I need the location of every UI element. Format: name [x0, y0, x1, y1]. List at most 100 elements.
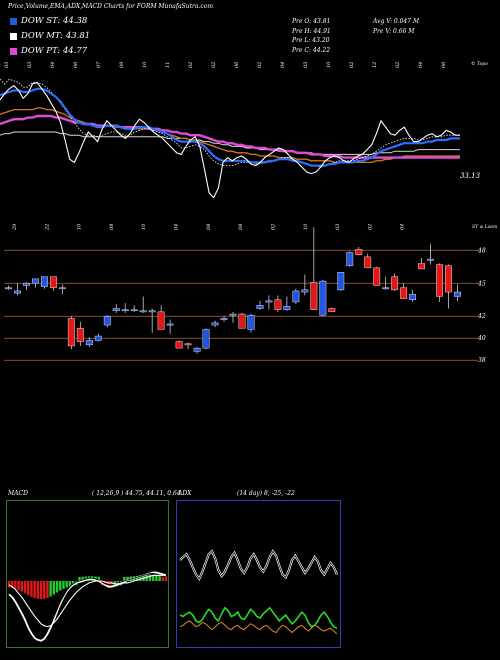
- candle-body: [229, 313, 237, 316]
- stat-close: Pre C: 44.22: [292, 46, 331, 54]
- ema-date-tick: 09: [119, 61, 125, 68]
- candle-body: [220, 318, 228, 320]
- macd-histogram-bar: [126, 576, 129, 581]
- candle-body: [256, 305, 264, 309]
- macd-histogram-bar: [97, 576, 100, 581]
- ema-short-line: [0, 87, 460, 167]
- stats-col-1: Pre O: 43.81 Pre H: 44.91 Pre L: 43.20 P…: [292, 17, 331, 55]
- candle-body: [418, 263, 426, 270]
- legend-item-dow-mt: DOW MT: 43.81: [8, 31, 148, 43]
- candle-body: [364, 256, 372, 269]
- candle-body: [85, 340, 93, 346]
- adx-params: (14 day) 8, -25, -22: [237, 490, 295, 497]
- candle-body: [265, 300, 273, 303]
- candle-body: [202, 329, 210, 349]
- stat-low: Pre L: 43.20: [292, 37, 330, 44]
- ema-panel-top-right-label: © Topo: [471, 62, 488, 67]
- macd-histogram-bar: [107, 581, 110, 586]
- legend-label: DOW PT: 44.77: [21, 46, 88, 56]
- macd-histogram-bar: [7, 581, 11, 588]
- stat-high: Pre H: 44.91: [292, 27, 331, 35]
- candle-body: [121, 309, 129, 312]
- macd-histogram-bar: [158, 575, 161, 581]
- stat-open: Pre O: 43.81: [292, 18, 331, 25]
- macd-histogram-bar: [68, 581, 72, 587]
- candle-body: [238, 313, 246, 329]
- macd-histogram-bar: [43, 581, 46, 599]
- macd-histogram-bar: [81, 576, 84, 581]
- candle-date-tick: 02: [367, 224, 373, 230]
- candle-body: [445, 265, 452, 293]
- stat-avg-volume: Avg V: 0.047 M: [373, 18, 420, 25]
- price-level-label: 38: [478, 357, 486, 364]
- candle-body: [211, 322, 219, 326]
- macd-histogram-bar: [49, 581, 52, 597]
- ema-date-tick: 06: [73, 61, 79, 68]
- macd-params: ( 12,26,9 ) 44.75, 44.11, 0.64: [92, 490, 181, 497]
- ema-date-tick: 10: [142, 61, 148, 68]
- candle-body: [292, 290, 300, 303]
- macd-histogram-bar: [20, 581, 24, 592]
- ema-date-tick: 03: [4, 62, 10, 68]
- candle-body: [247, 314, 255, 330]
- candle-date-tick: 08: [109, 224, 115, 230]
- ema-date-tick: 03: [303, 62, 309, 68]
- candle-date-tick: 10: [77, 223, 83, 230]
- candle-date-tick: 22: [44, 224, 50, 231]
- candle-body: [67, 318, 75, 347]
- ema-price-label: 33.13: [460, 172, 481, 180]
- candle-body: [103, 316, 111, 326]
- candle-body: [130, 309, 138, 312]
- adx-chart: [179, 549, 339, 635]
- legend-swatch: [10, 33, 17, 40]
- candle-body: [139, 310, 147, 313]
- macd-line-inner: [8, 572, 167, 636]
- adx-title: ADX: [178, 490, 192, 497]
- candle-date-tick: 10: [303, 223, 309, 230]
- ema-date-tick: 11: [165, 62, 171, 68]
- candle-body: [337, 272, 345, 291]
- macd-histogram-bar: [62, 581, 65, 589]
- candle-body: [355, 248, 363, 255]
- candle-body: [409, 294, 417, 300]
- ema-price-line: [0, 81, 460, 199]
- ema-date-tick: 06: [234, 61, 240, 68]
- macd-histogram-bar: [30, 581, 33, 597]
- candle-body: [310, 281, 318, 310]
- adx-line-inner: [179, 550, 338, 580]
- candle-date-tick: 03: [335, 224, 341, 230]
- candle-body: [283, 306, 291, 310]
- candle-body: [166, 323, 174, 326]
- price-level-label: 45: [477, 280, 486, 287]
- candle-body: [373, 267, 381, 286]
- macd-histogram-bar: [139, 575, 142, 581]
- candle-body: [436, 264, 443, 297]
- macd-signal-line: [8, 574, 166, 628]
- ema-date-tick: 12: [372, 62, 378, 68]
- candle-date-tick: 02: [270, 224, 276, 230]
- macd-histogram-bar: [23, 581, 27, 594]
- macd-histogram-bar: [59, 581, 62, 591]
- macd-histogram-bar: [164, 576, 168, 581]
- ema-long-line: [0, 114, 460, 159]
- macd-histogram-bar: [27, 581, 30, 595]
- macd-histogram-bar: [17, 581, 20, 590]
- legend-swatch: [10, 48, 17, 55]
- candle-date-tick: 04: [174, 224, 180, 230]
- macd-histogram-bar: [148, 575, 152, 581]
- ema-date-tick: 03: [27, 62, 33, 68]
- ema-date-tick: 04: [50, 62, 56, 68]
- candle-body: [148, 310, 156, 313]
- price-level-label: 48: [477, 247, 486, 254]
- macd-histogram-bar: [78, 577, 81, 581]
- legend-item-dow-st: DOW ST: 44.38: [8, 16, 148, 28]
- price-level-label: 40: [477, 335, 486, 342]
- candle-body: [175, 341, 183, 349]
- ema-date-tick: 02: [188, 62, 194, 68]
- candle-body: [274, 299, 282, 310]
- ema-date-tick: 10: [326, 61, 332, 68]
- ema-date-tick: 02: [349, 62, 355, 68]
- ema-date-tick: 04: [280, 62, 286, 68]
- macd-histogram-bar: [55, 581, 59, 593]
- candle-body: [328, 308, 336, 313]
